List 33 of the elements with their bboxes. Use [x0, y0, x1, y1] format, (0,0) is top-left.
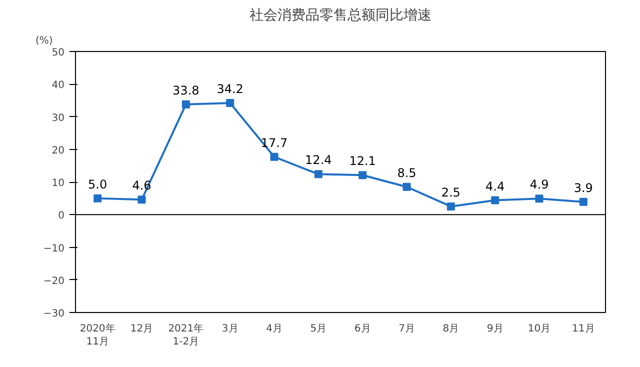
y-tick-label: 40: [52, 80, 65, 92]
y-tick-label: 50: [52, 48, 65, 58]
x-tick-label: 2021年 1-2月: [168, 322, 204, 348]
x-tick-label: 6月: [354, 324, 371, 334]
y-tick-label: −30: [43, 308, 65, 320]
x-tick-label: 8月: [442, 324, 460, 334]
x-tick-label: 10月: [528, 324, 551, 334]
text: 2.5: [441, 185, 460, 200]
y-tick-label: 10: [52, 178, 65, 189]
y-axis-title: (%): [36, 36, 53, 46]
x-tick-label: 4月: [266, 324, 282, 334]
y-tick-label: −10: [43, 243, 65, 254]
y-tick-label: 0: [58, 210, 65, 222]
text: 3.9: [574, 180, 593, 195]
text: 33.8: [172, 83, 200, 98]
text: 5.0: [88, 177, 108, 192]
text: 12.1: [349, 154, 376, 168]
x-tick-label: 7月: [398, 324, 415, 334]
x-tick-label: 11月: [572, 324, 595, 334]
x-tick-label: 3月: [222, 324, 238, 334]
y-tick-label: 20: [52, 145, 65, 156]
text: 4.9: [530, 178, 549, 192]
x-tick-label: 9月: [486, 324, 504, 334]
x-tick-label: 5月: [310, 324, 327, 334]
y-tick-label: −20: [43, 276, 65, 287]
chart-title: 社会消费品零售总额同比增速: [250, 8, 432, 24]
x-tick-label: 2020年 11月: [80, 322, 116, 348]
text: 12.4: [305, 153, 332, 168]
x-tick-label: 12月: [130, 324, 154, 334]
text: 4.4: [486, 179, 505, 194]
text: 34.2: [216, 82, 244, 96]
text: 8.5: [397, 166, 416, 180]
y-tick-label: 30: [52, 112, 65, 124]
